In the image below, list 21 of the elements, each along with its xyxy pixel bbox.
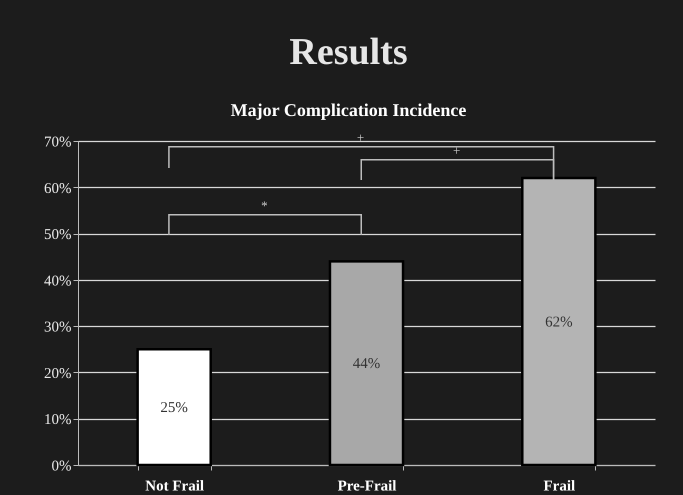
annotation: + — [356, 130, 364, 145]
data-label: 62% — [545, 314, 573, 331]
y-tick-label: 50% — [44, 227, 72, 244]
bar — [136, 348, 212, 466]
x-tick-label: Frail — [544, 478, 576, 494]
y-tick-label: 70% — [44, 134, 72, 150]
bar — [328, 260, 404, 466]
y-tick-label: 20% — [44, 366, 72, 382]
data-label: 44% — [352, 356, 380, 372]
x-tick-label: Pre-Frail — [338, 478, 396, 494]
x-tick-label: Not Frail — [145, 478, 204, 494]
y-tick-label: 0% — [52, 458, 72, 474]
chart-title: Results — [289, 31, 408, 73]
y-tick-label: 40% — [44, 273, 72, 290]
y-tick-label: 30% — [44, 320, 72, 336]
y-tick-label: 60% — [44, 180, 72, 197]
chart-subtitle: Major Complication Incidence — [230, 100, 466, 120]
data-label: 25% — [160, 400, 188, 416]
y-tick-label: 10% — [44, 412, 72, 428]
annotation: * — [261, 198, 268, 213]
annotation: + — [452, 143, 460, 158]
